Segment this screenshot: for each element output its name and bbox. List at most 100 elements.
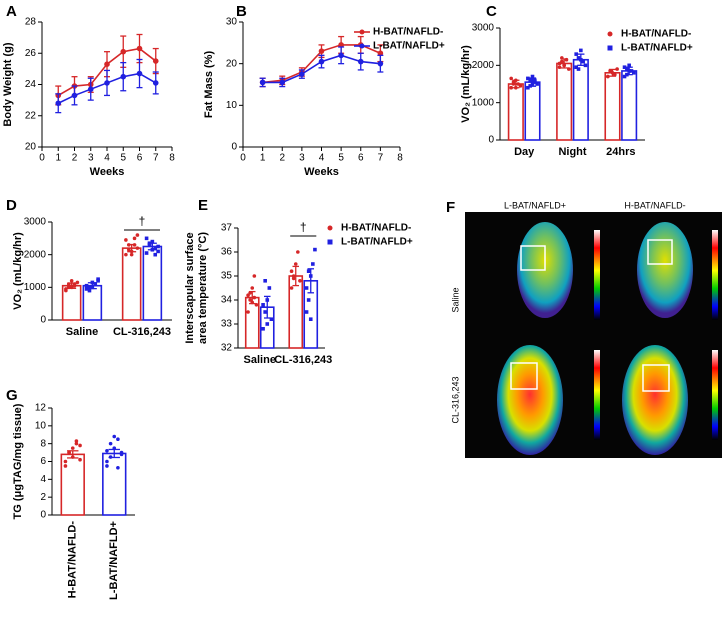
data-point <box>250 300 255 305</box>
data-point <box>124 238 128 242</box>
y-axis-label: Body Weight (g) <box>2 42 14 126</box>
data-point <box>116 465 120 470</box>
y-tick-label: 20 <box>226 58 238 69</box>
legend-marker <box>607 45 613 51</box>
data-point <box>304 310 309 314</box>
y-axis-label: area temperature (°C) <box>197 232 209 344</box>
data-point <box>562 63 566 68</box>
data-point <box>629 69 634 73</box>
data-point <box>632 71 636 75</box>
data-point <box>533 80 537 84</box>
point <box>279 79 286 86</box>
legend-marker <box>327 239 333 245</box>
data-point <box>144 251 149 255</box>
point <box>299 71 305 77</box>
legend-marker <box>327 225 333 231</box>
y-tick-label: 32 <box>221 343 233 354</box>
data-point <box>293 262 298 266</box>
y-tick-label: 35 <box>221 271 233 282</box>
data-point <box>124 252 128 257</box>
panel-letter: G <box>6 387 18 404</box>
data-point <box>90 285 95 290</box>
x-tick-label: 5 <box>120 153 126 164</box>
bar <box>621 70 638 141</box>
bar <box>507 83 524 141</box>
bar <box>524 81 541 141</box>
color-scale <box>712 230 718 320</box>
y-axis-label: TG (μgTAG/mg tissue) <box>12 403 24 519</box>
data-point <box>63 459 68 464</box>
data-point <box>627 69 631 73</box>
data-point <box>126 247 131 252</box>
legend-label: H-BAT/NAFLD- <box>373 27 443 38</box>
x-tick-label: 3 <box>299 153 305 164</box>
data-point <box>153 252 158 257</box>
data-point <box>261 303 265 307</box>
roi-box <box>510 362 538 390</box>
legend-label: H-BAT/NAFLD- <box>621 29 691 40</box>
data-point <box>147 241 152 246</box>
data-point <box>625 67 629 71</box>
data-point <box>291 276 296 281</box>
data-point <box>528 78 532 83</box>
data-point <box>75 280 80 285</box>
panel-letter: C <box>486 3 497 20</box>
point <box>152 58 159 64</box>
roi-box <box>520 245 546 271</box>
data-point <box>74 439 79 443</box>
y-tick-label: 24 <box>25 79 37 90</box>
data-point <box>567 67 571 71</box>
x-tick-label: 0 <box>240 153 246 164</box>
data-point <box>70 455 75 459</box>
data-point <box>132 236 137 241</box>
x-axis-label: Weeks <box>304 166 339 178</box>
panel-letter: E <box>198 197 208 214</box>
y-tick-label: 0 <box>40 510 46 521</box>
data-point <box>265 322 270 326</box>
data-point <box>306 298 311 302</box>
thermal-panel: F L-BAT/NAFLD+ H-BAT/NAFLD- Saline CL-31… <box>446 199 722 458</box>
x-tick-label: 8 <box>397 153 403 164</box>
bar <box>572 58 589 141</box>
data-point <box>66 282 71 286</box>
point <box>152 80 159 86</box>
data-point <box>153 246 158 250</box>
point <box>104 80 110 86</box>
y-axis-label: Fat Mass (%) <box>203 51 215 119</box>
data-point <box>606 74 610 79</box>
x-tick-label: L-BAT/NAFLD+ <box>108 521 120 600</box>
data-point <box>296 250 300 254</box>
x-tick-label: Saline <box>66 326 98 338</box>
data-point <box>72 282 77 286</box>
x-tick-label: 6 <box>358 153 364 164</box>
y-tick-label: 8 <box>40 438 46 449</box>
x-tick-label: 4 <box>104 153 110 164</box>
data-point <box>156 244 160 249</box>
data-point <box>289 286 294 290</box>
data-point <box>526 76 530 81</box>
data-point <box>90 280 95 285</box>
y-tick-label: 4 <box>40 474 46 485</box>
data-point <box>105 464 109 468</box>
x-tick-label: 24hrs <box>606 146 635 158</box>
data-point <box>263 279 267 283</box>
y-tick-label: 33 <box>221 319 233 330</box>
x-tick-label: 1 <box>260 153 266 164</box>
data-point <box>533 78 537 83</box>
point <box>318 58 325 65</box>
data-point <box>129 249 134 254</box>
data-point <box>70 446 75 450</box>
color-scale <box>594 350 600 440</box>
y-tick-label: 12 <box>35 403 47 414</box>
data-point <box>116 437 120 442</box>
data-point <box>254 303 259 307</box>
y-tick-label: 26 <box>25 48 37 59</box>
data-point <box>306 269 311 273</box>
y-tick-label: 1000 <box>24 282 47 293</box>
data-point <box>129 252 134 257</box>
y-tick-label: 36 <box>221 247 233 258</box>
data-point <box>608 69 612 73</box>
data-point <box>87 288 92 293</box>
data-point <box>581 59 585 64</box>
bar <box>556 62 573 141</box>
